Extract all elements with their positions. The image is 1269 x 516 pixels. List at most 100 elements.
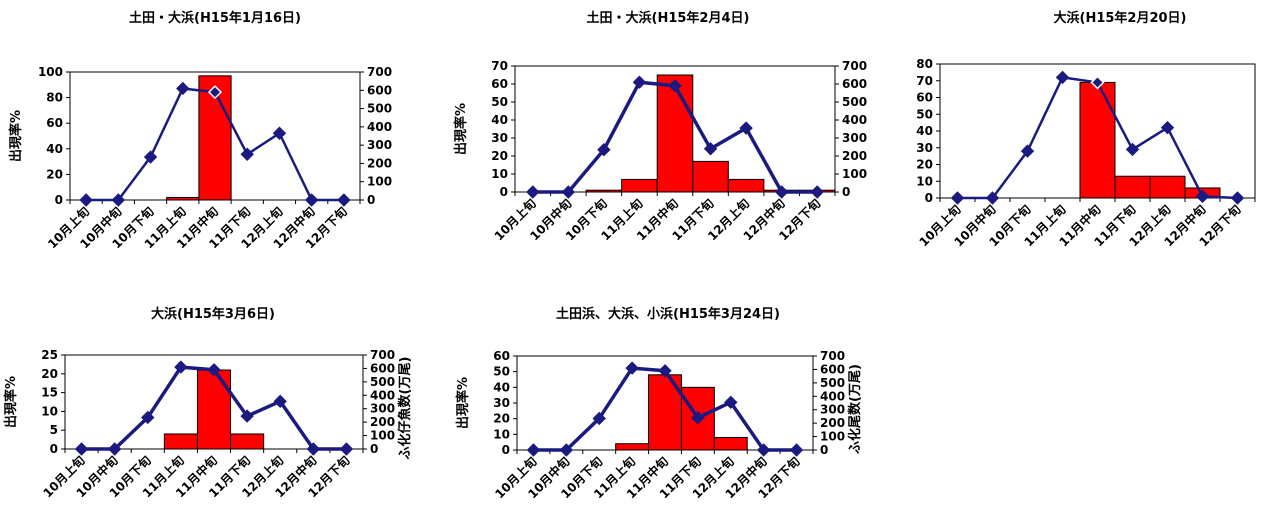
left-tick-label: 10 [41,404,58,418]
left-tick-label: 80 [46,91,63,105]
chart-title: 土田浜、大浜、小浜(H15年3月24日) [556,306,780,322]
line-marker [810,185,824,199]
right-tick-label: 700 [842,59,867,73]
left-tick-label: 100 [38,65,63,79]
line-marker [176,81,190,96]
right-tick-label: 500 [820,376,845,390]
chart-title: 大浜(H15年2月20日) [1054,10,1187,26]
line-marker [339,442,354,456]
y-axis-label: 出現率% [455,377,471,429]
left-tick-label: 15 [41,386,58,400]
chart-5: 土田浜、大浜、小浜(H15年3月24日)01020304050600100200… [455,306,863,501]
y-axis-label: 出現率% [453,103,469,155]
left-tick-label: 20 [46,167,63,181]
line-marker [304,193,319,207]
left-tick-label: 70 [916,74,933,88]
y2-axis-label: ふ化仔魚数(万尾) [397,357,413,460]
right-tick-label: 100 [367,175,392,189]
line-marker [107,442,122,456]
right-tick-label: 500 [842,95,867,109]
chart-title: 土田・大浜(H15年1月16日) [129,10,301,26]
bar [163,433,198,450]
right-tick-label: 200 [367,156,392,170]
left-tick-label: 40 [493,380,510,394]
y-axis-label: 出現率% [3,376,19,428]
right-tick-label: 400 [370,388,395,402]
right-tick-label: 400 [820,389,845,403]
line-marker [306,442,321,456]
left-tick-label: 50 [916,107,933,121]
left-tick-label: 0 [500,185,508,199]
line-marker [273,394,287,409]
line-marker [337,193,351,207]
left-tick-label: 30 [916,141,933,155]
left-tick-label: 40 [46,142,63,156]
line-marker [207,85,223,100]
line-marker [79,193,93,207]
line-marker [1090,75,1105,90]
line-marker [756,443,771,457]
left-tick-label: 20 [916,158,933,172]
line-marker [724,395,738,410]
chart-title: 大浜(H15年3月6日) [151,306,275,322]
left-tick-label: 80 [916,57,933,71]
bar [713,436,748,451]
right-tick-label: 500 [367,102,392,116]
right-tick-label: 300 [820,403,845,417]
left-tick-label: 0 [925,191,933,205]
right-tick-label: 400 [367,120,392,134]
line-marker [174,360,188,374]
left-tick-label: 5 [50,423,58,437]
bar [615,443,650,451]
left-tick-label: 30 [493,396,510,410]
bar [1114,175,1151,199]
right-tick-label: 600 [820,362,845,376]
right-tick-label: 200 [370,415,395,429]
line-marker [774,185,789,199]
line-marker [1055,70,1070,85]
line-marker [1160,120,1175,135]
y-axis-label: 出現率% [8,110,24,162]
right-tick-label: 0 [370,442,378,456]
left-tick-label: 50 [491,95,508,109]
left-tick-label: 10 [916,174,933,188]
line-marker [561,185,576,199]
bar [656,74,694,193]
line-marker [526,443,541,457]
line-marker [1195,189,1210,204]
y2-axis-label: ふ化尾数(万尾) [847,364,863,454]
line-marker [658,364,672,378]
line-marker [74,442,89,456]
line-marker [240,147,254,161]
line-marker [597,142,611,157]
right-tick-label: 600 [370,361,395,375]
line-marker [789,443,804,457]
line-marker [141,410,155,425]
line-marker [985,191,1000,205]
chart-4: 大浜(H15年3月6日)0510152025010020030040050060… [3,306,413,500]
line-marker [272,126,287,140]
bar [196,369,232,450]
left-tick-label: 10 [491,167,508,181]
bar [1149,175,1186,199]
right-tick-label: 400 [842,113,867,127]
right-tick-label: 100 [820,430,845,444]
line-marker [632,75,647,89]
line-marker [668,79,682,93]
bar [692,160,729,193]
left-tick-label: 0 [55,193,63,207]
bar [230,433,265,450]
chart-3: 大浜(H15年2月20日)0102030405060708010月上旬10月中旬… [916,10,1256,249]
left-tick-label: 20 [491,149,508,163]
right-tick-label: 700 [370,348,395,362]
right-tick-label: 0 [367,193,375,207]
bar [621,178,658,193]
bar [727,178,765,193]
right-tick-label: 600 [367,83,392,97]
bar [1079,81,1116,199]
left-tick-label: 0 [502,443,510,457]
right-tick-label: 600 [842,77,867,91]
right-tick-label: 700 [820,349,845,363]
bar [166,196,200,201]
